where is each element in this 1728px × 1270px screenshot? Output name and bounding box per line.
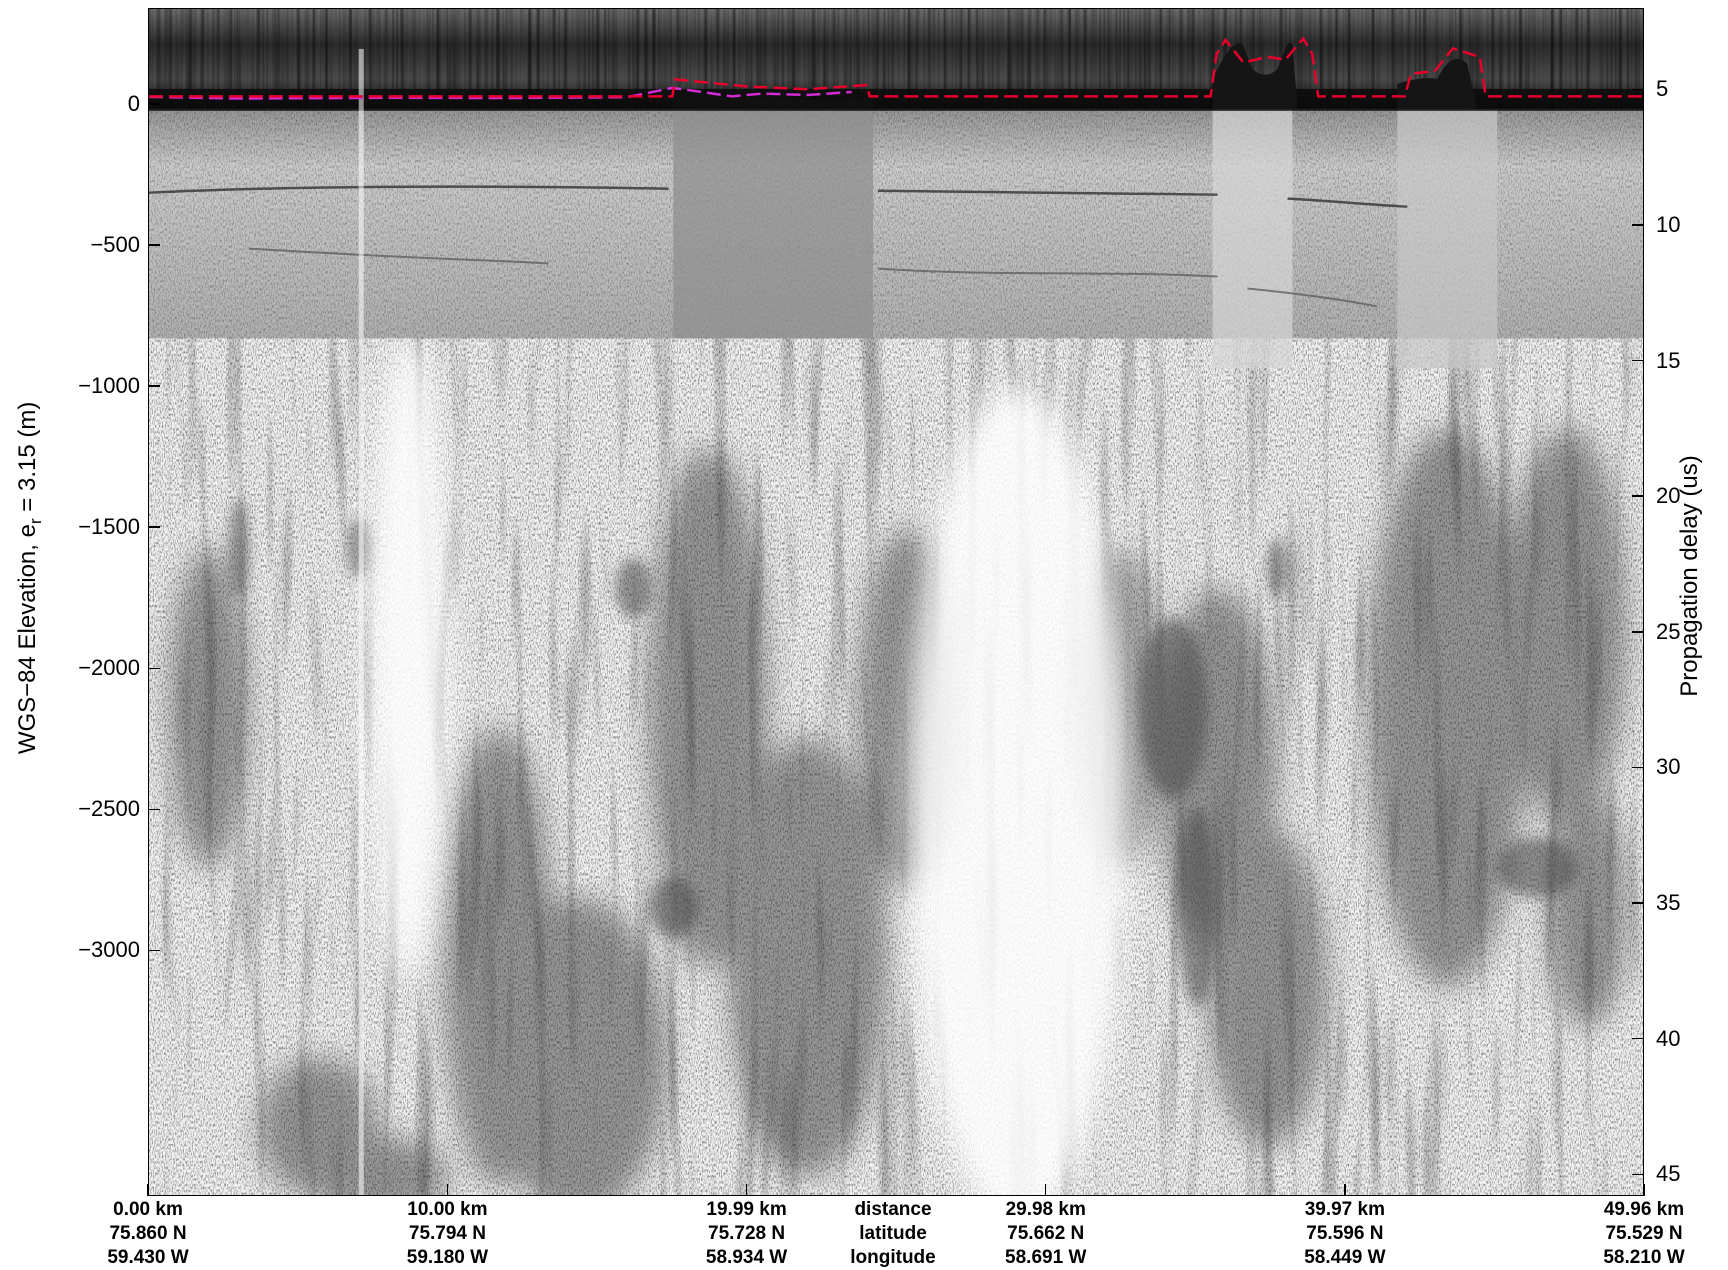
axis-row-names: distance latitude longitude [793, 1198, 993, 1270]
bottom-tick-distance: 39.97 km [1304, 1199, 1385, 1220]
right-tick-label: 10 [1656, 211, 1681, 237]
bottom-tick-label-group: 29.98 km 75.662 N 58.691 W [946, 1198, 1146, 1270]
right-tick-mark [1632, 766, 1644, 769]
left-tick-label: −1500 [78, 514, 140, 540]
left-tick-mark [148, 526, 160, 528]
right-tick-label: 30 [1656, 754, 1681, 780]
bottom-tick-latitude: 75.860 N [109, 1223, 187, 1244]
right-tick-mark [1632, 359, 1644, 362]
bottom-tick-longitude: 59.180 W [406, 1247, 489, 1268]
bottom-tick-mark [446, 1184, 449, 1196]
right-tick-mark [1632, 902, 1644, 904]
right-axis-label: Propagation delay (us) [1676, 455, 1703, 697]
left-tick-label: −500 [90, 232, 140, 258]
row-name-latitude: latitude [859, 1223, 927, 1244]
right-tick-mark [1632, 224, 1644, 226]
bottom-tick-longitude: 58.691 W [1005, 1247, 1087, 1268]
left-axis-label-main: WGS−84 Elevation, e [14, 524, 42, 755]
right-tick-mark [1632, 88, 1644, 91]
right-tick-mark [1632, 631, 1644, 633]
bottom-tick-latitude: 75.529 N [1605, 1223, 1683, 1244]
left-tick-label: 0 [127, 90, 140, 116]
right-tick-label: 15 [1656, 347, 1681, 373]
magenta-trace-line [149, 86, 852, 100]
bottom-tick-longitude: 58.210 W [1603, 1247, 1685, 1268]
left-axis-label: WGS−84 Elevation, er = 3.15 (m) [14, 378, 46, 778]
left-axis-label-subscript: r [25, 518, 45, 525]
echogram-plot-area [148, 8, 1644, 1196]
right-tick-label: 40 [1656, 1025, 1681, 1051]
right-tick-label: 25 [1656, 618, 1681, 644]
bottom-tick-label-group: 0.00 km 75.860 N 59.430 W [48, 1198, 248, 1270]
right-tick-mark [1632, 1037, 1644, 1040]
bottom-tick-mark [1344, 1184, 1346, 1196]
right-tick-label: 20 [1656, 483, 1681, 509]
surface-trace-line [149, 36, 1643, 98]
left-tick-mark [148, 949, 160, 952]
bottom-tick-label-group: 39.97 km 75.596 N 58.449 W [1245, 1198, 1445, 1270]
left-tick-mark [148, 667, 160, 670]
bottom-tick-mark [745, 1184, 748, 1196]
left-tick-label: −2500 [78, 796, 140, 822]
bottom-tick-longitude: 58.934 W [705, 1247, 788, 1268]
bottom-tick-label-group: 10.00 km 75.794 N 59.180 W [347, 1198, 547, 1270]
left-tick-mark [148, 385, 160, 387]
left-tick-label: −1000 [78, 373, 140, 399]
bottom-tick-latitude: 75.596 N [1306, 1223, 1384, 1244]
row-name-distance: distance [854, 1199, 932, 1220]
left-axis-label-tail: = 3.15 (m) [14, 401, 42, 519]
bottom-tick-mark [1643, 1184, 1645, 1196]
bottom-tick-distance: 10.00 km [407, 1199, 488, 1220]
right-tick-label: 45 [1656, 1161, 1681, 1187]
bottom-tick-mark [147, 1184, 149, 1196]
bottom-tick-longitude: 59.430 W [107, 1247, 189, 1268]
left-tick-mark [148, 244, 160, 246]
row-name-longitude: longitude [850, 1247, 936, 1268]
left-tick-label: −2000 [78, 655, 140, 681]
bottom-tick-mark [1044, 1184, 1047, 1196]
left-tick-label: −3000 [78, 937, 140, 963]
bottom-tick-label-group: 19.99 km 75.728 N 58.934 W [647, 1198, 847, 1270]
left-tick-mark [148, 103, 160, 105]
bottom-tick-distance: 49.96 km [1603, 1199, 1685, 1220]
right-tick-label: 5 [1656, 76, 1669, 102]
bottom-tick-distance: 0.00 km [113, 1199, 183, 1220]
right-tick-label: 35 [1656, 890, 1681, 916]
right-tick-mark [1632, 495, 1644, 497]
bottom-tick-label-group: 49.96 km 75.529 N 58.210 W [1544, 1198, 1728, 1270]
bottom-tick-distance: 29.98 km [1005, 1199, 1086, 1220]
left-tick-mark [148, 808, 160, 811]
radargram-image [149, 9, 1643, 1195]
bottom-tick-latitude: 75.794 N [408, 1223, 486, 1244]
right-tick-mark [1632, 1173, 1644, 1176]
bottom-tick-distance: 19.99 km [706, 1199, 787, 1220]
bottom-tick-latitude: 75.662 N [1007, 1223, 1085, 1244]
bottom-tick-latitude: 75.728 N [708, 1223, 786, 1244]
bottom-tick-longitude: 58.449 W [1304, 1247, 1386, 1268]
